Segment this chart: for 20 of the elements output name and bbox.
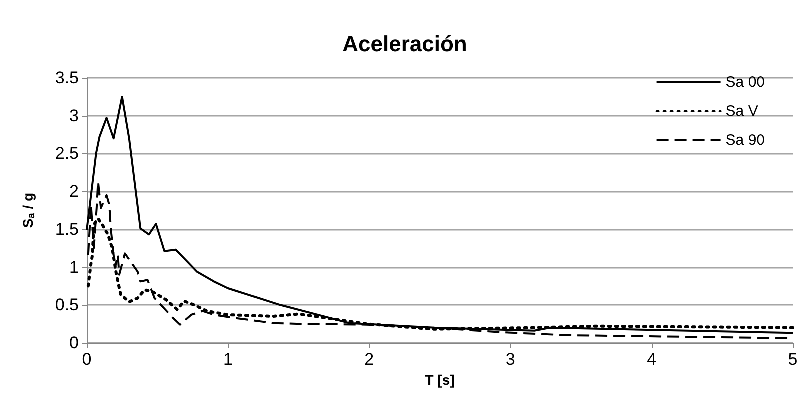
x-tick-label: 1: [223, 350, 233, 369]
y-tick-label: 0: [70, 334, 79, 352]
x-tick-label: 5: [788, 350, 798, 369]
y-tick-label: 2: [70, 182, 79, 202]
legend-label: Sa V: [726, 103, 758, 120]
x-tick-label: 4: [647, 350, 657, 369]
x-tick-label: 0: [82, 350, 92, 369]
y-tick-label: 3.5: [55, 68, 79, 88]
y-tick-label: 1: [70, 258, 79, 277]
legend-label: Sa 90: [726, 132, 766, 149]
x-tick-label: 2: [364, 350, 374, 369]
y-tick-label: 2.5: [55, 144, 79, 164]
y-tick-label: 1.5: [55, 220, 79, 239]
y-axis-title: Sa / g: [20, 192, 38, 228]
x-tick-label: 3: [506, 350, 516, 369]
y-tick-label: 3: [70, 106, 79, 126]
legend-label: Sa 00: [726, 74, 766, 91]
chart-title: Aceleración: [342, 32, 468, 56]
x-axis-title: T [s]: [425, 372, 455, 388]
y-tick-label: 0.5: [55, 296, 79, 315]
